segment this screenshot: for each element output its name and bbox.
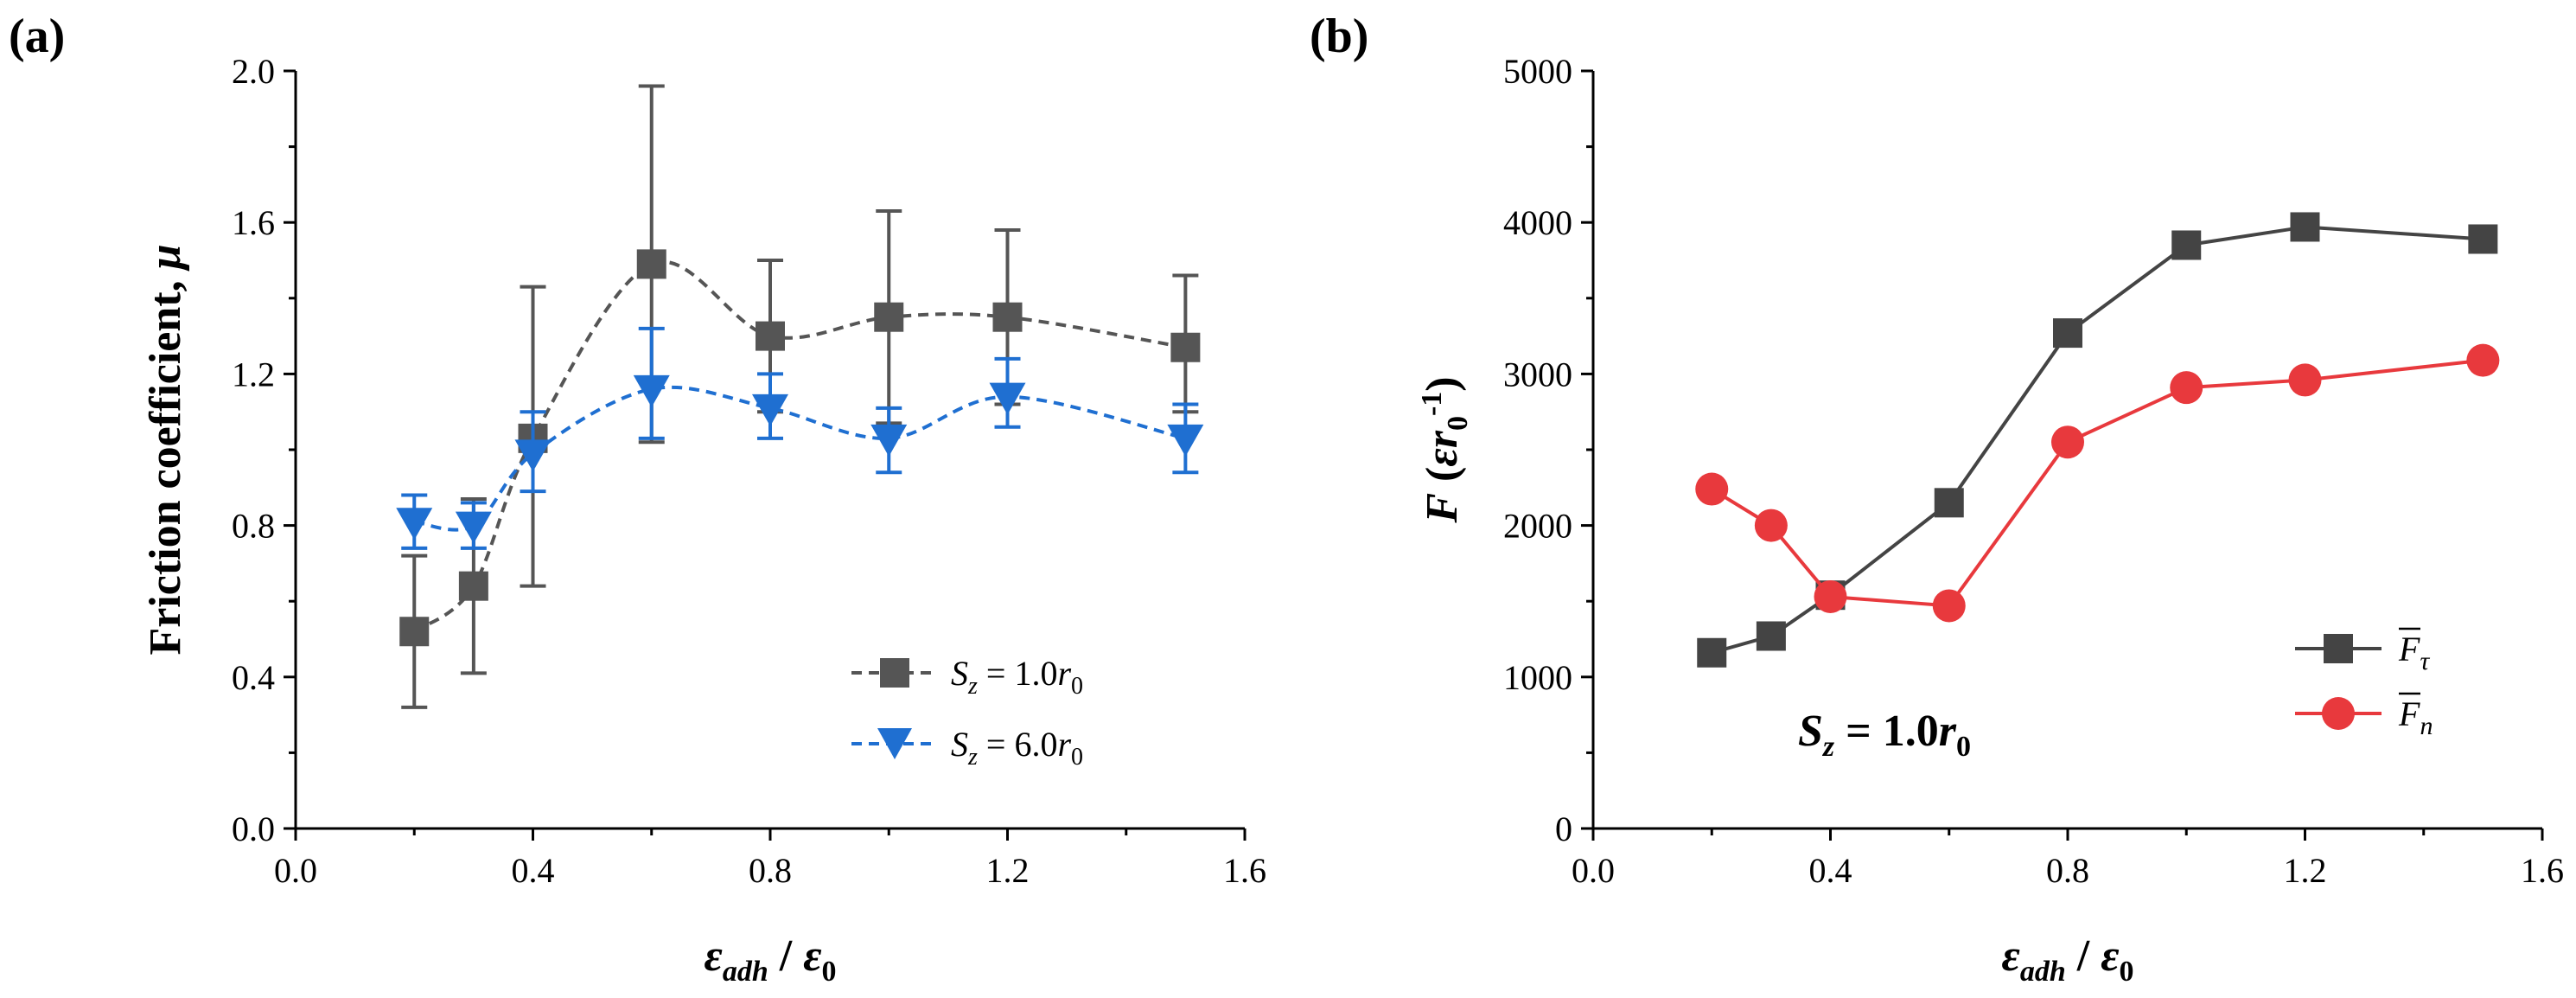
- legend-label-sz1: Sz = 1.0r0: [951, 654, 1083, 700]
- data-point-square: [399, 617, 430, 647]
- x-tick-label: 0.8: [749, 851, 792, 890]
- x-tick-label: 0.8: [2046, 851, 2089, 890]
- panel-b-plot-area: [1695, 212, 2500, 668]
- data-point-triangle: [989, 382, 1026, 415]
- series-line: [1711, 358, 2484, 608]
- data-point-square: [636, 249, 666, 279]
- panel-b-y-axis-title: F (εr0-1): [1416, 376, 1474, 523]
- data-point-circle: [2170, 371, 2203, 405]
- y-tick-label: 0.8: [232, 507, 275, 546]
- data-point-circle: [1695, 472, 1729, 506]
- x-tick-label: 1.2: [2284, 851, 2327, 890]
- legend-marker-square: [880, 658, 909, 688]
- data-point-square: [2468, 224, 2498, 254]
- panel-b: (b) 0 1000 2000 3000 4000 5000 0.0 0.4 0.8 1.2 1.…: [1310, 10, 2564, 988]
- data-point-square: [2290, 212, 2320, 242]
- panel-a: (a) 0.0 0.4 0.8 1.2 1.6 2.0 0.0 0.4 0.8 1.2 1.6 F…: [9, 10, 1266, 988]
- panel-b-x-axis-title: εadh / ε0: [2001, 931, 2133, 988]
- data-point-square: [1756, 621, 1786, 651]
- y-tick-label: 3000: [1503, 355, 1572, 393]
- data-point-triangle: [870, 424, 908, 457]
- data-point-circle: [1814, 579, 1847, 613]
- legend-marker-circle: [2322, 697, 2355, 730]
- x-tick-label: 1.6: [2521, 851, 2564, 890]
- data-point-square: [2053, 318, 2082, 349]
- data-point-triangle: [455, 511, 492, 544]
- x-tick-label: 1.6: [1223, 851, 1266, 890]
- panel-a-legend: Sz = 1.0r0 Sz = 6.0r0: [851, 654, 1083, 771]
- data-point-triangle: [514, 439, 552, 472]
- panel-a-y-ticks: 0.0 0.4 0.8 1.2 1.6 2.0: [232, 52, 296, 848]
- y-tick-label: 2.0: [232, 52, 275, 91]
- data-point-triangle: [752, 393, 788, 426]
- data-point-square: [1170, 332, 1201, 362]
- data-point-square: [2171, 230, 2202, 260]
- x-tick-label: 0.4: [512, 851, 555, 890]
- panel-b-annotation: Sz = 1.0r0: [1798, 707, 1971, 763]
- data-point-circle: [2288, 363, 2322, 397]
- series-triangle-down: [396, 326, 1204, 550]
- data-point-square: [458, 571, 488, 601]
- panel-a-label: (a): [9, 10, 65, 63]
- legend-label-fn: Fn: [2398, 694, 2433, 740]
- x-tick-label: 0.0: [1572, 851, 1615, 890]
- data-point-circle: [1754, 509, 1788, 542]
- panel-a-x-ticks: 0.0 0.4 0.8 1.2 1.6: [274, 828, 1266, 890]
- data-point-circle: [2466, 343, 2500, 377]
- data-point-square: [756, 321, 785, 351]
- y-tick-label: 2000: [1503, 507, 1572, 546]
- data-point-triangle: [396, 508, 433, 541]
- y-tick-label: 1.2: [232, 355, 275, 393]
- data-point-square: [992, 302, 1023, 332]
- legend-marker-triangle: [877, 728, 912, 759]
- y-tick-label: 0.4: [232, 658, 275, 697]
- panel-b-label: (b): [1310, 10, 1368, 63]
- data-point-triangle: [1167, 424, 1204, 457]
- series-circle: [1695, 343, 2500, 623]
- x-tick-label: 0.4: [1809, 851, 1852, 890]
- data-point-square: [874, 302, 904, 332]
- panel-b-y-ticks: 0 1000 2000 3000 4000 5000: [1503, 52, 1593, 848]
- y-tick-label: 5000: [1503, 52, 1572, 91]
- x-tick-label: 1.2: [986, 851, 1030, 890]
- legend-marker-square: [2324, 634, 2353, 663]
- legend-label-ftau: Fτ: [2398, 630, 2430, 675]
- panel-b-x-ticks: 0.0 0.4 0.8 1.2 1.6: [1572, 828, 2564, 890]
- series-square: [399, 84, 1201, 709]
- y-tick-label: 1.6: [232, 203, 275, 242]
- panel-a-plot-area: [396, 84, 1204, 709]
- panel-a-x-axis-title: εadh / ε0: [704, 931, 836, 988]
- legend-label-sz6: Sz = 6.0r0: [951, 725, 1083, 771]
- y-tick-label: 1000: [1503, 658, 1572, 697]
- data-point-circle: [1932, 589, 1966, 623]
- data-point-square: [1934, 488, 1964, 518]
- y-tick-label: 4000: [1503, 203, 1572, 242]
- panel-b-legend: Fτ Fn: [2295, 627, 2433, 740]
- data-point-triangle: [633, 374, 670, 407]
- panel-a-y-axis-title: Friction coefficient, μ: [141, 244, 190, 655]
- data-point-square: [1697, 637, 1727, 668]
- data-point-circle: [2051, 425, 2084, 459]
- y-tick-label: 0.0: [232, 809, 275, 848]
- y-tick-label: 0: [1555, 809, 1572, 848]
- x-tick-label: 0.0: [274, 851, 317, 890]
